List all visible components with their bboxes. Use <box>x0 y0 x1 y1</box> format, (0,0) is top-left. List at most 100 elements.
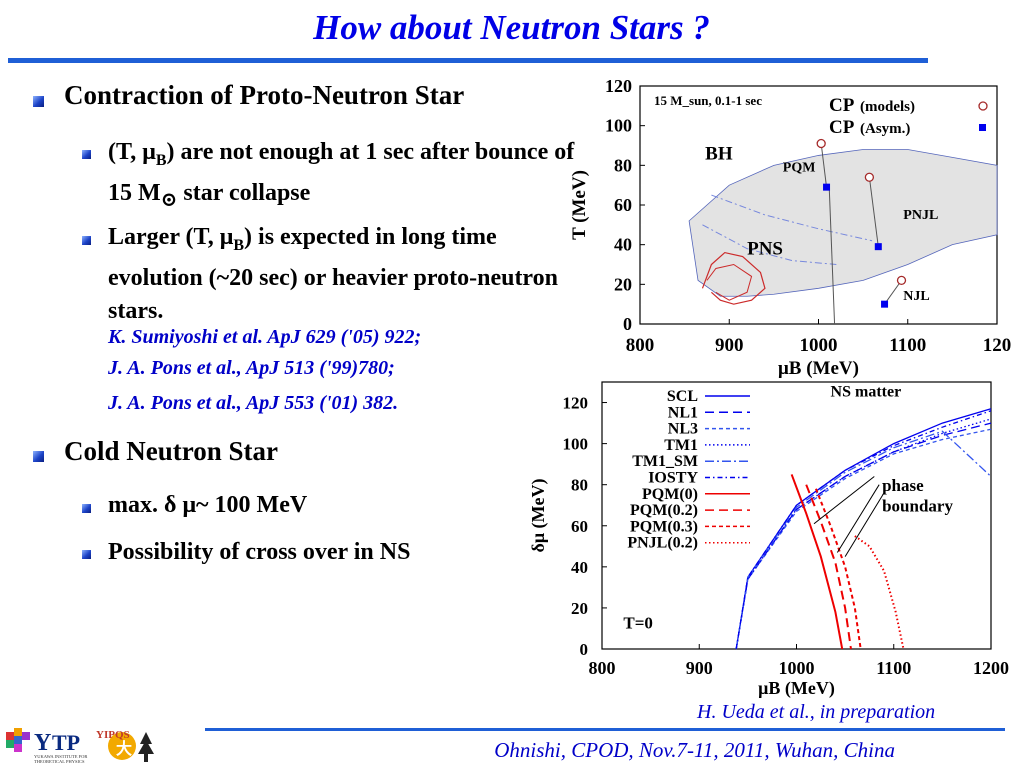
phase-boundary-pointer <box>844 492 885 557</box>
legend-label: IOSTY <box>648 470 698 487</box>
bullet-marker <box>82 504 91 513</box>
cp-connector <box>820 143 828 188</box>
phase-boundary-label: phase <box>882 476 924 495</box>
y-tick-label: 40 <box>571 558 588 577</box>
bullet-max-delta-mu: max. δ μ~ 100 MeV <box>108 492 308 518</box>
y-tick-label: 40 <box>614 235 632 255</box>
yitp-logo: Y TP YUKAWA INSTITUTE FOR THEORETICAL PH… <box>4 724 164 766</box>
cp-connector <box>868 177 879 247</box>
x-tick-label: 1000 <box>779 658 815 678</box>
svg-text:YIPQS: YIPQS <box>96 729 130 741</box>
cp-connector <box>828 187 836 325</box>
label-njl: NJL <box>903 289 929 304</box>
bullet-marker <box>33 96 44 107</box>
y-tick-label: 80 <box>571 476 588 495</box>
x-tick-label: 1000 <box>800 335 838 356</box>
cp-models-point <box>816 138 826 149</box>
bullet-marker <box>82 550 91 559</box>
legend-label: PQM(0.2) <box>630 502 698 519</box>
bullet-contraction: Contraction of Proto-Neutron Star <box>64 80 465 110</box>
svg-text:YUKAWA INSTITUTE FOR: YUKAWA INSTITUTE FOR <box>34 754 87 759</box>
svg-text:TP: TP <box>52 730 80 755</box>
label-pqm: PQM <box>783 160 816 175</box>
cp-asym-point <box>823 183 831 191</box>
legend-label: (models) <box>860 99 915 115</box>
reference-sumiyoshi: K. Sumiyoshi et al. ApJ 629 ('05) 922; <box>108 326 422 348</box>
x-tick-label: 1200 <box>973 658 1009 678</box>
bullet-cold-neutron-star: Cold Neutron Star <box>64 436 279 466</box>
model-boundary-line <box>711 194 873 242</box>
legend-label: PQM(0.3) <box>630 518 698 535</box>
y-tick-label: 80 <box>614 155 632 175</box>
y-tick-label: 120 <box>605 76 632 96</box>
y-tick-label: 20 <box>614 274 632 294</box>
cp-models-point <box>864 172 875 182</box>
y-tick-label: 100 <box>563 435 589 454</box>
legend-label: CP <box>829 117 855 138</box>
credit-ueda: H. Ueda et al., in preparation <box>697 701 936 723</box>
legend-label: PNJL(0.2) <box>627 535 698 552</box>
series-line <box>805 484 852 650</box>
y-tick-label: 0 <box>580 640 589 659</box>
bullet-not-enough: (T, μB) are not enough at 1 sec after bo… <box>108 139 575 211</box>
y-axis-label: T (MeV) <box>570 170 590 240</box>
label-pns: PNS <box>747 239 783 260</box>
x-tick-label: 900 <box>686 658 713 678</box>
x-tick-label: 900 <box>715 335 744 356</box>
footer-rule <box>205 728 1005 731</box>
yitp-logo-graphic: Y TP YUKAWA INSTITUTE FOR THEORETICAL PH… <box>6 728 154 764</box>
ns-matter-chart: 800 900 1000 1100 1200 0 20 40 60 80 100 120 δμ (MeV… <box>528 381 1009 699</box>
annotation: NS matter <box>831 383 902 400</box>
series-line <box>735 418 992 650</box>
legend-label: NL1 <box>668 404 698 421</box>
svg-text:大: 大 <box>116 739 132 758</box>
annotation: 15 M_sun, 0.1-1 sec <box>654 93 762 108</box>
bh-region <box>688 149 998 297</box>
model-boundary-line <box>702 224 837 265</box>
phase-boundary-label: boundary <box>882 496 953 515</box>
legend-label: TM1 <box>664 437 698 454</box>
series-line <box>735 410 992 650</box>
label-pnjl: PNJL <box>903 208 938 223</box>
bullet-larger: Larger (T, μB) is expected in long time … <box>108 224 558 324</box>
legend-label: TM1_SM <box>632 453 698 470</box>
legend-label: SCL <box>667 388 698 405</box>
y-axis-label: δμ (MeV) <box>528 478 549 552</box>
legend-label: (Asym.) <box>860 121 910 137</box>
cp-asym-point <box>881 300 889 308</box>
cp-models-point <box>896 275 907 286</box>
pns-trajectory <box>706 263 753 301</box>
legend-marker <box>979 124 986 131</box>
y-tick-label: 20 <box>571 599 588 618</box>
pns-trajectory <box>701 251 766 305</box>
y-tick-label: 120 <box>563 394 589 413</box>
y-tick-label: 0 <box>623 314 632 334</box>
x-tick-label: 120 <box>983 335 1012 356</box>
x-tick-label: 1100 <box>889 335 926 356</box>
label-bh: BH <box>705 143 733 164</box>
svg-text:Y: Y <box>34 730 51 756</box>
phase-boundary-pointer <box>836 484 880 553</box>
reference-pons-2001: J. A. Pons et al., ApJ 553 ('01) 382. <box>108 392 399 414</box>
legend-label: CP <box>829 95 855 116</box>
y-tick-label: 100 <box>605 116 632 136</box>
bullet-marker <box>82 150 91 159</box>
y-tick-label: 60 <box>614 195 632 215</box>
plot-frame <box>601 381 992 650</box>
x-axis-label: μB (MeV) <box>758 678 835 699</box>
x-tick-label: 800 <box>626 335 655 356</box>
y-tick-label: 60 <box>571 517 588 536</box>
footer-citation: Ohnishi, CPOD, Nov.7-11, 2011, Wuhan, Ch… <box>494 738 895 762</box>
bullet-marker <box>82 236 91 245</box>
temperature-label: T=0 <box>623 613 653 632</box>
svg-text:THEORETICAL PHYSICS: THEORETICAL PHYSICS <box>34 759 85 764</box>
legend-label: NL3 <box>668 421 698 438</box>
x-tick-label: 800 <box>589 658 616 678</box>
x-tick-label: 1100 <box>876 658 911 678</box>
cp-asym-point <box>874 243 882 251</box>
phase-boundary-pointer <box>813 476 875 525</box>
series-line <box>790 474 844 650</box>
slide-title: How about Neutron Stars ? <box>313 8 710 47</box>
series-line <box>735 430 992 650</box>
